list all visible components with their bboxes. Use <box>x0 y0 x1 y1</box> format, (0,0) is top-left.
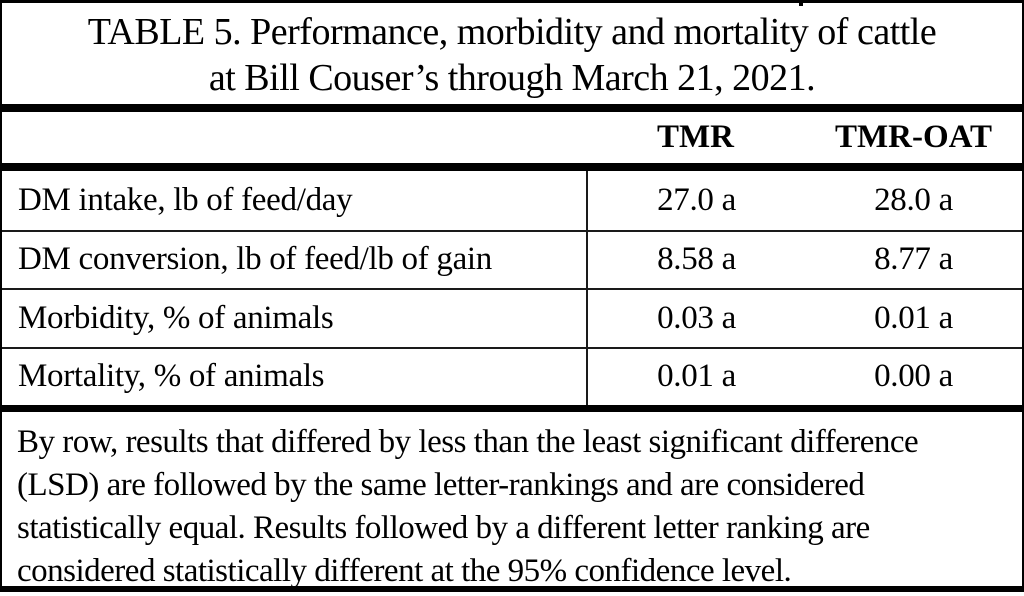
outer-border-bottom <box>0 586 1024 592</box>
tmr-value: 8.58 a <box>586 229 805 288</box>
table-footnote: By row, results that differed by less th… <box>17 421 1017 593</box>
tmr-value: 27.0 a <box>586 171 805 230</box>
footnote-line-4: considered statistically different at th… <box>17 553 792 589</box>
row-label: DM conversion, lb of feed/lb of gain <box>2 229 586 289</box>
column-header-tmr: TMR <box>657 119 734 155</box>
rule-above-header <box>0 104 1024 112</box>
tmr-oat-value: 0.00 a <box>805 346 1022 406</box>
outer-border-right <box>1022 0 1024 592</box>
footnote-line-1: By row, results that differed by less th… <box>17 424 919 460</box>
table-title-line-2: at Bill Couser’s through March 21, 2021. <box>208 57 816 99</box>
rule-above-footnote <box>0 405 1024 412</box>
column-border-tick <box>799 0 803 6</box>
tmr-oat-value: 28.0 a <box>874 181 953 218</box>
footnote-line-3: statistically equal. Results followed by… <box>17 510 870 546</box>
outer-border-top <box>0 0 1024 3</box>
tmr-oat-value: 0.01 a <box>805 288 1022 347</box>
column-header-tmr-oat: TMR-OAT <box>834 119 993 155</box>
tmr-value: 0.03 a <box>586 288 805 347</box>
tmr-oat-value: 8.77 a <box>805 229 1022 289</box>
row-label: Morbidity, % of animals <box>2 288 586 347</box>
rule-below-header <box>0 163 1024 171</box>
table-body: DM intake, lb of feed/day 27.0 a 28.0 a … <box>2 171 1022 405</box>
row-label: DM intake, lb of feed/day <box>18 181 353 218</box>
row-label: Mortality, % of animals <box>2 346 586 406</box>
footnote-line-2: (LSD) are followed by the same letter-ra… <box>17 467 865 503</box>
tmr-value: 0.01 a <box>586 346 805 405</box>
table-title: TABLE 5. Performance, morbidity and mort… <box>0 9 1024 101</box>
table-title-line-1: TABLE 5. Performance, morbidity and mort… <box>87 11 937 53</box>
outer-border-left <box>0 0 2 592</box>
